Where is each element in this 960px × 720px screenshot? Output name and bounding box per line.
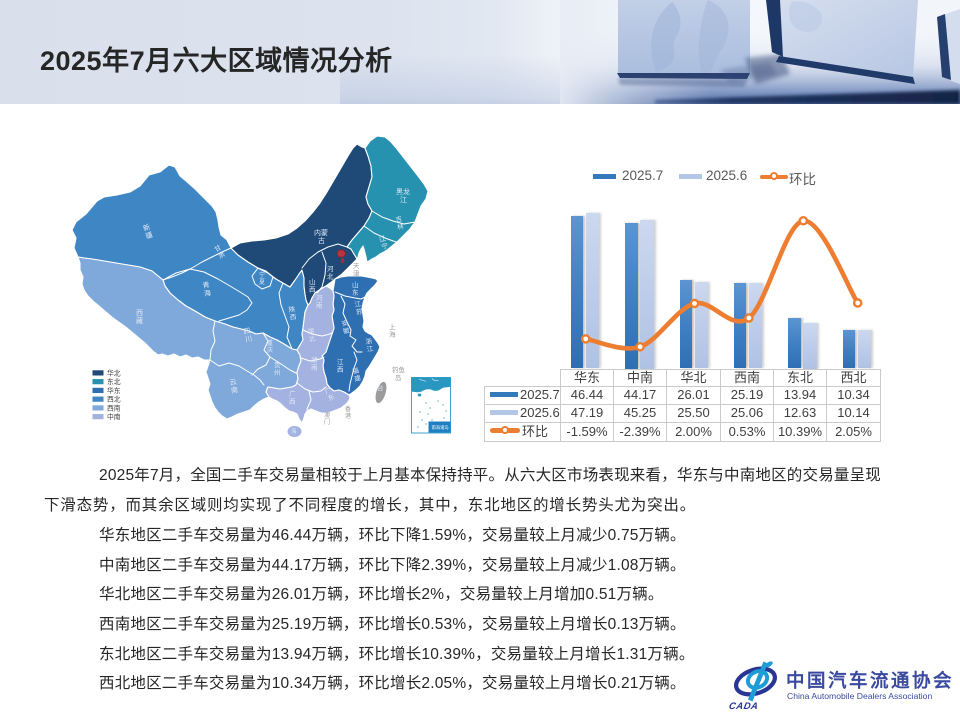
svg-text:贵州: 贵州 bbox=[274, 360, 281, 377]
svg-text:广东: 广东 bbox=[323, 385, 336, 403]
svg-text:重庆: 重庆 bbox=[267, 339, 273, 354]
svg-text:岛: 岛 bbox=[395, 373, 402, 382]
svg-text:南海诸岛: 南海诸岛 bbox=[432, 424, 449, 431]
svg-text:西南: 西南 bbox=[107, 403, 121, 412]
svg-text:河北: 河北 bbox=[327, 265, 334, 281]
svg-text:东北: 东北 bbox=[107, 377, 121, 386]
svg-text:四川: 四川 bbox=[243, 327, 253, 344]
svg-text:台: 台 bbox=[377, 383, 384, 392]
svg-text:福建: 福建 bbox=[351, 365, 362, 383]
svg-text:内蒙: 内蒙 bbox=[314, 228, 328, 237]
svg-text:中南: 中南 bbox=[107, 412, 121, 421]
svg-text:安徽: 安徽 bbox=[341, 318, 351, 336]
svg-text:湖北: 湖北 bbox=[307, 326, 317, 344]
svg-text:陕西: 陕西 bbox=[288, 304, 297, 322]
svg-text:海: 海 bbox=[291, 427, 297, 435]
svg-text:河南: 河南 bbox=[316, 294, 323, 310]
svg-text:湖南: 湖南 bbox=[311, 355, 318, 372]
svg-text:广西: 广西 bbox=[289, 389, 296, 406]
svg-text:天津: 天津 bbox=[353, 262, 360, 278]
svg-text:西北: 西北 bbox=[107, 396, 121, 404]
svg-text:华北: 华北 bbox=[107, 368, 121, 377]
svg-text:钓鱼: 钓鱼 bbox=[392, 365, 406, 374]
svg-text:云南: 云南 bbox=[229, 378, 239, 395]
svg-text:青海: 青海 bbox=[202, 280, 212, 298]
svg-text:辽宁: 辽宁 bbox=[378, 234, 390, 251]
svg-text:古: 古 bbox=[318, 236, 325, 245]
svg-text:澳门: 澳门 bbox=[324, 411, 330, 426]
svg-text:CADA: CADA bbox=[728, 701, 759, 712]
svg-text:甘肃: 甘肃 bbox=[213, 242, 227, 260]
svg-text:香港: 香港 bbox=[345, 405, 351, 420]
svg-text:江西: 江西 bbox=[337, 358, 344, 374]
svg-text:山西: 山西 bbox=[309, 277, 316, 294]
svg-text:浙江: 浙江 bbox=[365, 336, 374, 354]
svg-text:黑龙: 黑龙 bbox=[396, 187, 410, 196]
svg-text:新疆: 新疆 bbox=[142, 222, 154, 241]
svg-text:江苏: 江苏 bbox=[354, 300, 364, 317]
svg-text:江: 江 bbox=[400, 196, 407, 204]
svg-text:西藏: 西藏 bbox=[136, 309, 143, 325]
svg-text:华东: 华东 bbox=[107, 386, 121, 395]
svg-text:上海: 上海 bbox=[389, 322, 396, 339]
svg-text:吉林: 吉林 bbox=[395, 215, 405, 232]
svg-text:宁夏: 宁夏 bbox=[259, 271, 265, 286]
svg-text:山东: 山东 bbox=[352, 280, 359, 297]
